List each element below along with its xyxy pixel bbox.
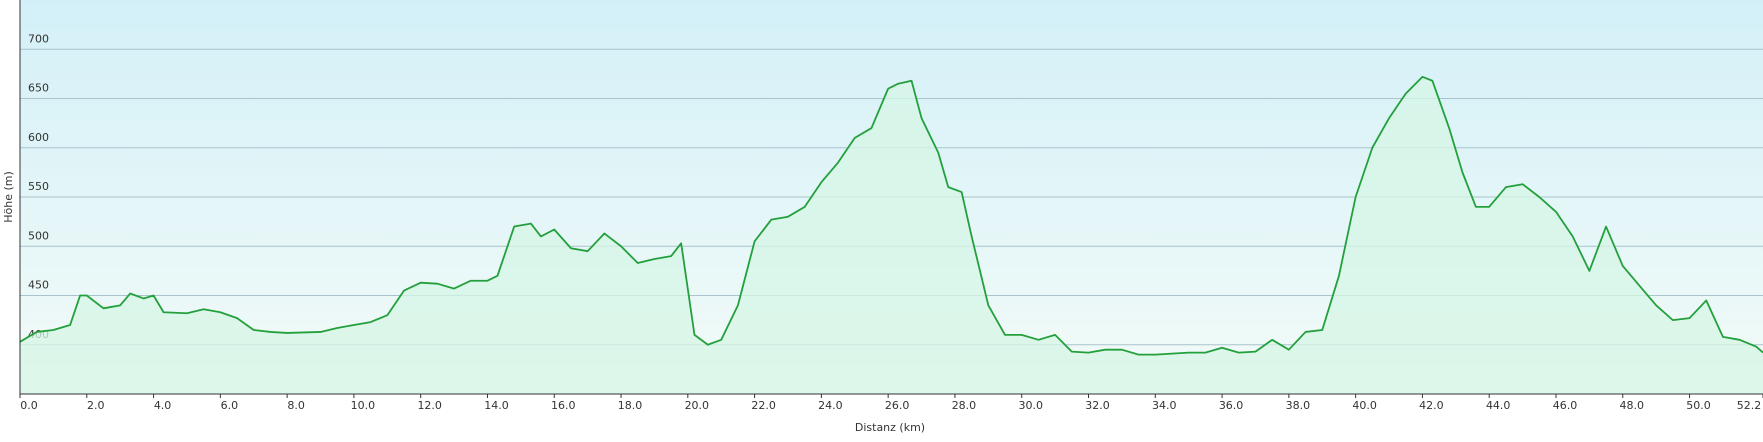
x-tick-label: 44.0: [1486, 399, 1511, 412]
x-tick-label: 32.0: [1085, 399, 1110, 412]
x-tick-label: 36.0: [1219, 399, 1244, 412]
x-tick-label: 50.0: [1686, 399, 1711, 412]
x-tick-label: 18.0: [618, 399, 643, 412]
x-tick-label: 42.0: [1419, 399, 1444, 412]
x-tick-label: 30.0: [1018, 399, 1043, 412]
x-tick-label: 34.0: [1152, 399, 1177, 412]
elevation-line: [19, 75, 1763, 356]
x-tick-label: 4.0: [154, 399, 172, 412]
x-axis-label: Distanz (km): [855, 421, 925, 434]
x-tick-label: 52.2: [1737, 399, 1762, 412]
y-tick-label: 700: [28, 32, 49, 45]
y-tick-label: 500: [28, 229, 49, 242]
x-tick-label: 48.0: [1620, 399, 1645, 412]
x-tick-label: 14.0: [484, 399, 509, 412]
y-tick-label: 450: [28, 279, 49, 292]
x-tick-label: 6.0: [221, 399, 239, 412]
x-tick-label: 12.0: [417, 399, 442, 412]
x-tick-label: 40.0: [1352, 399, 1377, 412]
x-tick-label: 2.0: [87, 399, 105, 412]
x-tick-label: 22.0: [751, 399, 776, 412]
x-tick-label: 26.0: [885, 399, 910, 412]
x-tick-label: 16.0: [551, 399, 576, 412]
x-tick-label: 28.0: [952, 399, 977, 412]
y-axis-label: Höhe (m): [2, 171, 15, 223]
y-tick-label: 550: [28, 180, 49, 193]
y-tick-label: 600: [28, 131, 49, 144]
x-tick-label: 20.0: [685, 399, 710, 412]
x-tick-label: 24.0: [818, 399, 843, 412]
x-tick-label: 46.0: [1553, 399, 1578, 412]
x-tick-label: 10.0: [351, 399, 376, 412]
x-tick-label: 38.0: [1286, 399, 1311, 412]
x-tick-label: 0.0: [20, 399, 38, 412]
y-tick-label: 650: [28, 82, 49, 95]
x-tick-label: 8.0: [287, 399, 305, 412]
